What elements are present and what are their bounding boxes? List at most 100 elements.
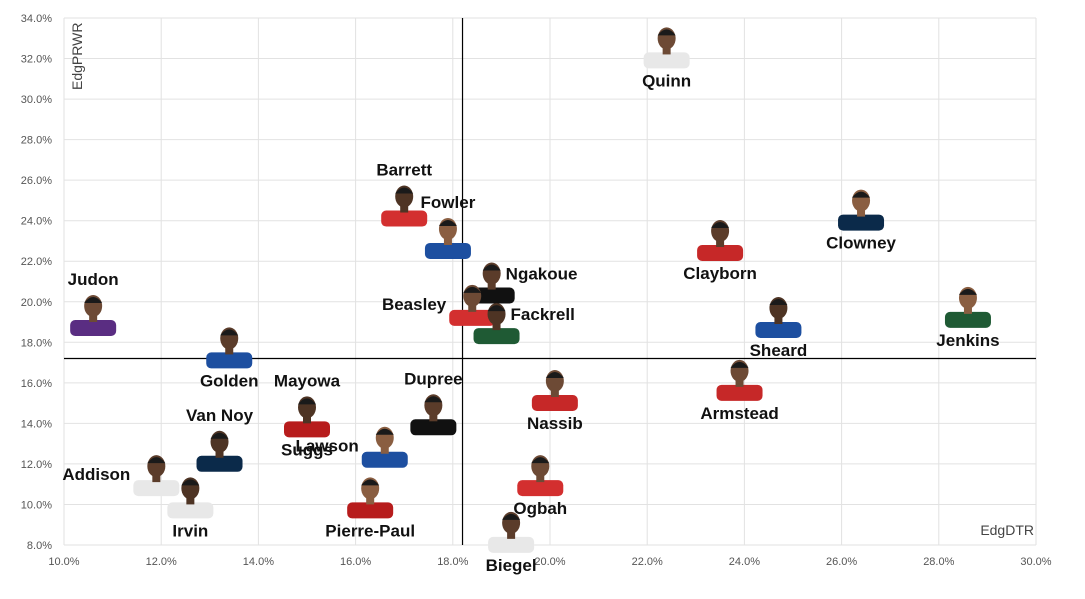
player-point-judon: Judon [68,270,119,336]
y-tick-label: 24.0% [21,216,52,228]
player-point-ngakoue: Ngakoue [468,262,578,304]
y-tick-label: 28.0% [21,135,52,147]
hair-shape [220,329,239,336]
player-headshot-icon [517,455,564,497]
player-headshot-icon [449,284,496,326]
player-label: Clowney [826,234,896,253]
jersey-shape [196,455,243,472]
jersey-shape [517,480,564,497]
jersey-shape [716,384,763,401]
neck-shape [303,415,311,424]
y-tick-label: 34.0% [21,13,52,25]
jersey-shape [284,421,330,438]
jersey-shape [381,210,428,227]
player-headshot-icon [206,327,253,369]
player-label: Irvin [172,521,208,540]
hair-shape [84,296,103,303]
player-point-clayborn: Clayborn [683,219,757,283]
player-headshot-icon [697,219,744,261]
player-headshot-icon [488,511,535,553]
hair-shape [657,29,676,36]
x-axis-title: EdgDTR [980,522,1034,538]
neck-shape [429,413,438,422]
player-point-biegel: Biegel [486,511,537,575]
y-axis-ticks: 8.0% 10.0% 12.0% 14.0% 16.0% 18.0% 20.0% 22.0% 2… [21,13,52,552]
player-point-sheard: Sheard [750,297,807,360]
hair-shape [375,428,394,435]
player-point-pierre-paul: Pierre-Paul [325,477,415,540]
player-point-fowler: Fowler [421,193,476,259]
player-headshot-icon [167,477,214,519]
neck-shape [400,204,409,213]
player-point-addison: Addison [62,455,180,497]
jersey-shape [410,419,457,436]
player-label: Quinn [642,71,691,90]
jersey-shape [473,328,520,345]
jersey-shape [755,322,802,339]
jersey-shape [531,394,578,411]
y-tick-label: 22.0% [21,256,52,268]
x-tick-label: 10.0% [48,556,79,568]
x-tick-label: 12.0% [146,556,177,568]
hair-shape [711,221,730,228]
player-headshot-icon [643,27,690,69]
hair-shape [487,305,506,312]
hair-shape [545,371,564,378]
jersey-shape [944,311,991,328]
neck-shape [735,378,744,387]
hair-shape [852,191,871,198]
player-label: Van Noy [186,406,254,425]
player-label: Addison [62,465,130,484]
jersey-shape [347,502,394,519]
player-label: Suggs [281,440,333,459]
x-tick-label: 30.0% [1020,556,1051,568]
hair-shape [769,299,788,306]
y-tick-label: 16.0% [21,378,52,390]
hair-shape [298,398,316,405]
player-label: Biegel [486,556,537,575]
neck-shape [468,303,477,312]
player-label: Armstead [700,404,778,423]
player-point-clowney: Clowney [826,189,897,253]
player-point-van-noy: Van Noy [186,406,254,472]
hair-shape [361,479,380,486]
jersey-shape [361,451,408,468]
neck-shape [186,496,195,505]
neck-shape [225,346,234,355]
player-label: Fowler [421,193,476,212]
player-point-beasley: Beasley [382,284,496,326]
hair-shape [463,286,482,293]
jersey-shape [697,244,744,261]
neck-shape [443,236,452,245]
neck-shape [774,316,783,325]
player-point-jenkins: Jenkins [936,286,1000,350]
player-point-fackrell: Fackrell [473,303,575,345]
hair-shape [147,457,166,464]
player-label: Ngakoue [506,265,578,284]
jersey-shape [449,309,496,326]
grid-lines [63,17,1037,546]
player-label: Fackrell [511,305,575,324]
player-headshot-icon [424,217,471,259]
x-tick-label: 20.0% [534,556,565,568]
player-headshot-icon [381,185,428,227]
neck-shape [380,445,389,454]
y-tick-label: 10.0% [21,499,52,511]
player-headshot-icon [944,286,991,328]
player-headshot-icon [284,396,330,438]
neck-shape [716,238,725,247]
player-label: Dupree [404,369,463,388]
player-headshot-icon [838,189,885,231]
y-tick-label: 8.0% [27,540,52,552]
jersey-shape [167,502,214,519]
player-point-armstead: Armstead [700,359,779,423]
neck-shape [550,388,559,397]
x-tick-label: 28.0% [923,556,954,568]
player-headshot-icon [755,297,802,339]
y-tick-label: 18.0% [21,337,52,349]
x-tick-label: 22.0% [632,556,663,568]
hair-shape [181,479,200,486]
player-headshot-icon [347,477,394,519]
jersey-shape [643,52,690,69]
hair-shape [958,288,977,295]
